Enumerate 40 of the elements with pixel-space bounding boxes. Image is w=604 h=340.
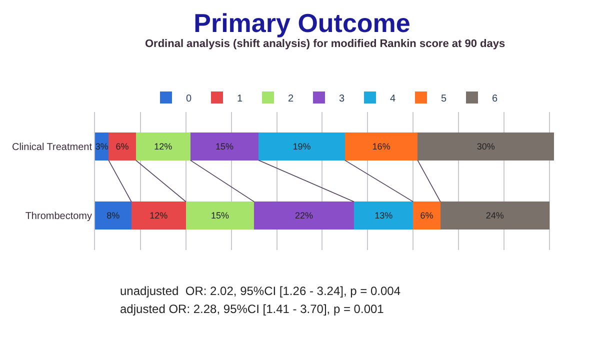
bar <box>344 132 418 160</box>
bar <box>413 202 440 230</box>
data-label: 30% <box>476 142 495 152</box>
legend-label: 6 <box>492 93 498 104</box>
legend-label: 1 <box>237 93 243 104</box>
legend-label: 0 <box>186 93 192 104</box>
bar <box>108 132 136 160</box>
legend-label: 2 <box>288 93 294 104</box>
data-label: 15% <box>210 210 229 220</box>
chart-title: Primary Outcome <box>194 8 410 38</box>
bar <box>418 132 554 160</box>
legend-label: 5 <box>441 93 447 104</box>
data-label: 12% <box>150 210 168 220</box>
legend-label: 4 <box>390 93 396 104</box>
data-label: 6% <box>116 142 129 152</box>
data-label: 16% <box>372 142 390 152</box>
bar <box>258 132 345 160</box>
data-label: 13% <box>374 210 393 220</box>
data-label: 24% <box>486 210 504 220</box>
data-label: 12% <box>154 142 172 152</box>
bar <box>95 202 132 230</box>
data-label: 3% <box>95 142 108 152</box>
y-tick-label: Clinical Treatment <box>12 142 92 153</box>
legend-label: 3 <box>339 93 345 104</box>
bar <box>354 202 414 230</box>
text: unadjusted OR: 2.02, 95%CI [1.26 - 3.24], p = 0.004 <box>120 284 401 298</box>
bar <box>131 202 186 230</box>
bar <box>440 202 550 230</box>
bar <box>136 132 190 160</box>
data-label: 15% <box>216 142 234 152</box>
text: adjusted OR: 2.28, 95%CI [1.41 - 3.70], p = 0.001 <box>120 302 384 316</box>
data-label: 19% <box>292 142 311 152</box>
data-label: 22% <box>295 210 314 220</box>
bar <box>186 202 254 230</box>
bar <box>254 202 354 230</box>
y-tick-label: Thrombectomy <box>25 211 92 222</box>
data-label: 6% <box>420 210 434 220</box>
bar <box>190 132 259 160</box>
chart-subtitle: Ordinal analysis (shift analysis) for modified Rankin score at 90 days <box>145 38 506 50</box>
data-label: 8% <box>106 210 120 220</box>
